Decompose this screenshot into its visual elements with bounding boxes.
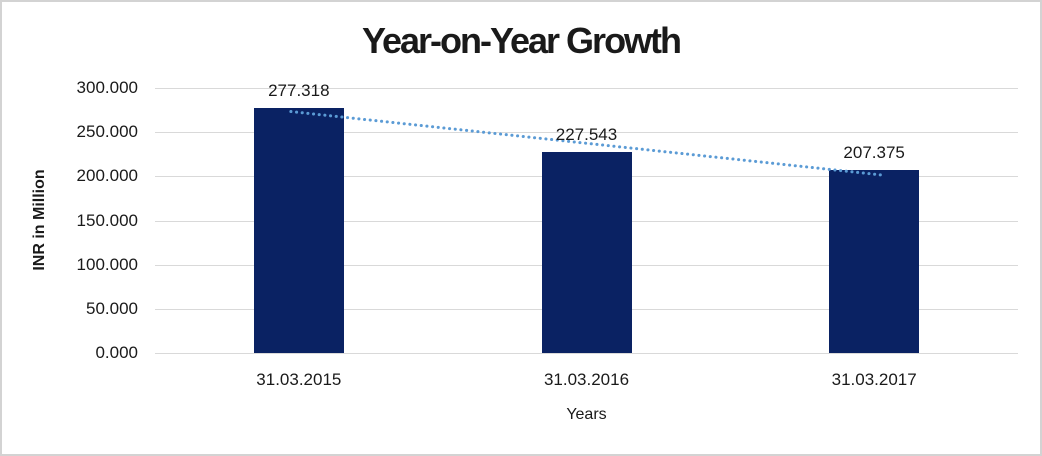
gridline bbox=[155, 88, 1018, 89]
bar-31.03.2015 bbox=[253, 108, 344, 353]
y-tick-label: 0.000 bbox=[95, 343, 138, 362]
y-axis-title: INR in Million bbox=[31, 169, 48, 271]
y-tick-label: 200.000 bbox=[76, 166, 138, 186]
y-tick-label: 250.000 bbox=[76, 122, 138, 142]
x-tick-label: 31.03.2015 bbox=[256, 370, 342, 389]
x-tick-label: 31.03.2016 bbox=[543, 370, 630, 389]
bar-31.03.2017 bbox=[829, 169, 920, 353]
y-tick-label: 150.000 bbox=[76, 210, 138, 230]
data-label: 277.318 bbox=[268, 81, 330, 101]
data-label: 207.375 bbox=[843, 142, 905, 162]
x-tick-label: 31.03.2017 bbox=[831, 370, 917, 389]
y-tick-label: 100.000 bbox=[76, 254, 138, 274]
y-tick-label: 50.000 bbox=[86, 298, 138, 318]
bar-31.03.2016 bbox=[541, 152, 632, 353]
y-tick-label: 300.000 bbox=[76, 78, 138, 97]
data-label: 227.543 bbox=[555, 125, 618, 144]
x-axis-title: Years bbox=[566, 406, 607, 423]
gridline bbox=[155, 353, 1018, 354]
chart-title: Year-on-Year Growth bbox=[361, 20, 682, 61]
